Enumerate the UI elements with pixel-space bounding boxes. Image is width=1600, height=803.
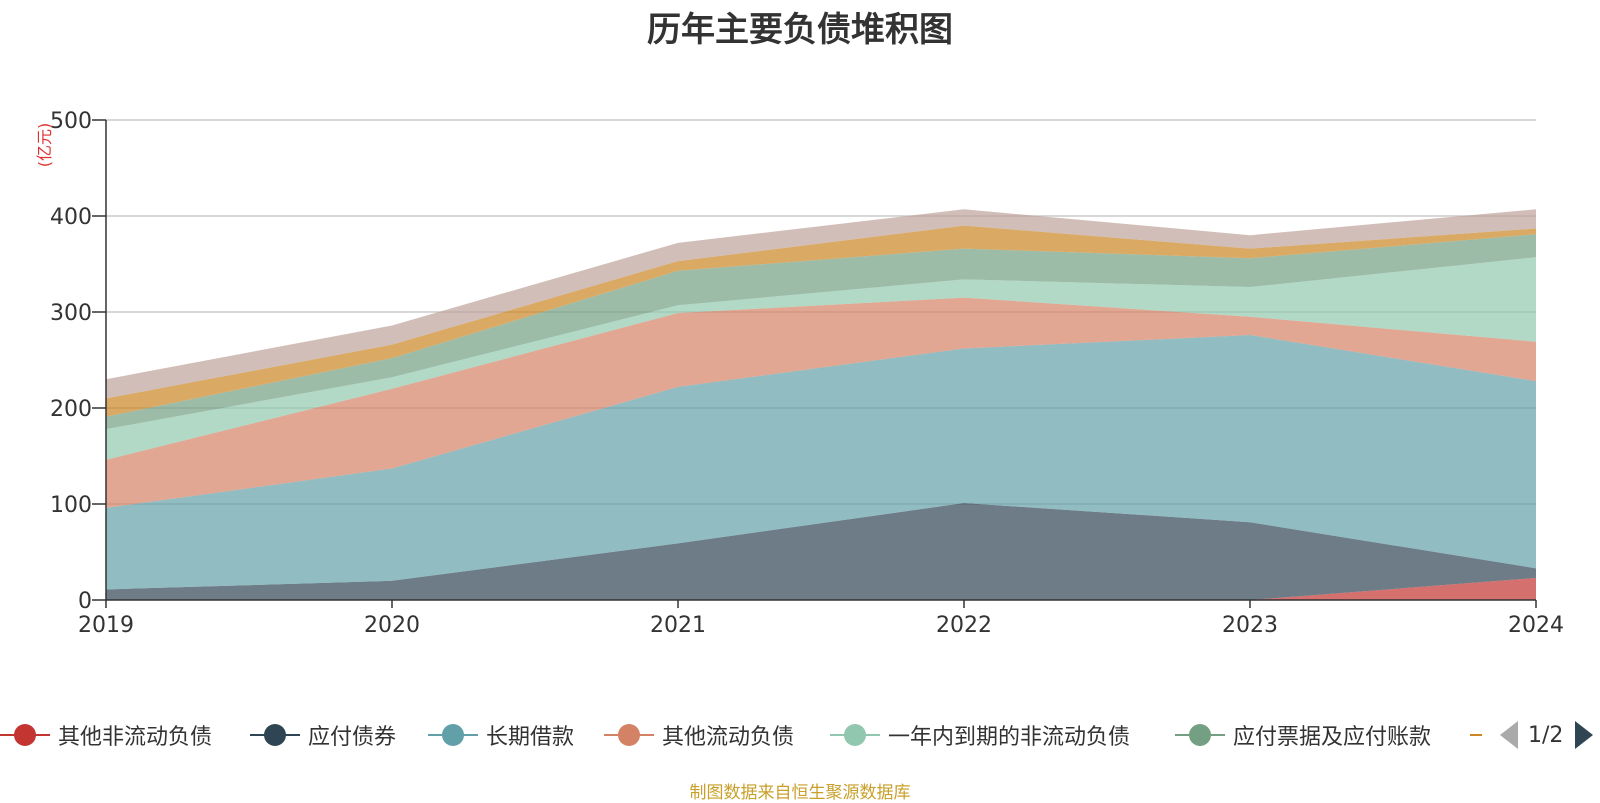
area-series-6: [106, 225, 1536, 417]
legend-item[interactable]: 一年内到期的非流动负债: [830, 718, 1130, 752]
chart-plot: 0 100 200 300 400 500 2019 2020 2021 2022 2023 2024…: [35, 109, 1564, 638]
legend-dot: [618, 724, 640, 746]
legend-symbol-icon: [604, 723, 654, 747]
area-series-2: [106, 335, 1536, 590]
y-tick-label: 400: [50, 205, 92, 230]
legend-dot: [14, 724, 36, 746]
legend-label: 应付票据及应付账款: [1233, 725, 1432, 750]
source-note: 制图数据来自恒生聚源数据库: [689, 783, 911, 803]
pager-text: 1/2: [1528, 722, 1564, 748]
legend-item[interactable]: 应付债券: [250, 718, 396, 752]
legend-dot: [264, 724, 286, 746]
legend-label: 其他非流动负债: [58, 725, 213, 750]
y-tick-label: 500: [50, 109, 92, 134]
x-tick-label: 2021: [650, 613, 706, 638]
legend: 其他非流动负债 应付债券 长期借款 其他流动负债 一年内到期的非流动负债 应付票据及应付账…: [0, 718, 1600, 754]
y-tick-label: 0: [78, 589, 92, 614]
legend-dot: [1189, 724, 1211, 746]
legend-line: [1470, 734, 1482, 736]
area-series-0: [106, 577, 1536, 600]
legend-symbol-icon: [250, 723, 300, 747]
x-tick-label: 2022: [936, 613, 992, 638]
legend-item[interactable]: 应付票据及应付账款: [1175, 718, 1431, 752]
legend-dot: [442, 724, 464, 746]
area-series-1: [106, 503, 1536, 600]
x-tick-label: 2023: [1222, 613, 1278, 638]
area-series-5: [106, 234, 1536, 430]
legend-item[interactable]: 其他流动负债: [604, 718, 794, 752]
x-tick-label: 2024: [1508, 613, 1564, 638]
legend-symbol-icon: [0, 723, 50, 747]
area-series-7: [106, 209, 1536, 399]
stacked-areas: [106, 209, 1536, 600]
pager-next-icon[interactable]: [1575, 721, 1594, 749]
chart-title: 历年主要负债堆积图: [647, 10, 953, 50]
pager-prev-icon[interactable]: [1500, 721, 1518, 749]
legend-dot: [844, 724, 866, 746]
legend-item-partial[interactable]: [1470, 718, 1482, 752]
legend-item[interactable]: 长期借款: [428, 718, 574, 752]
area-series-4: [106, 257, 1536, 460]
x-tick-label: 2019: [78, 613, 134, 638]
legend-symbol-icon: [1175, 723, 1225, 747]
x-tick-label: 2020: [364, 613, 420, 638]
legend-symbol-icon: [830, 723, 880, 747]
y-axis-unit-label: (亿元): [35, 123, 54, 168]
legend-symbol-icon: [428, 723, 478, 747]
legend-label: 应付债券: [308, 725, 397, 750]
y-tick-label: 100: [50, 493, 92, 518]
legend-label: 长期借款: [486, 725, 575, 750]
area-series-3: [106, 297, 1536, 508]
axes: 0 100 200 300 400 500 2019 2020 2021 2022 2023 2024: [50, 109, 1564, 638]
legend-item[interactable]: 其他非流动负债: [0, 718, 212, 752]
legend-label: 其他流动负债: [662, 725, 795, 750]
legend-pager: 1/2: [1500, 718, 1600, 752]
y-tick-label: 200: [50, 397, 92, 422]
y-tick-label: 300: [50, 301, 92, 326]
legend-label: 一年内到期的非流动负债: [888, 725, 1131, 750]
